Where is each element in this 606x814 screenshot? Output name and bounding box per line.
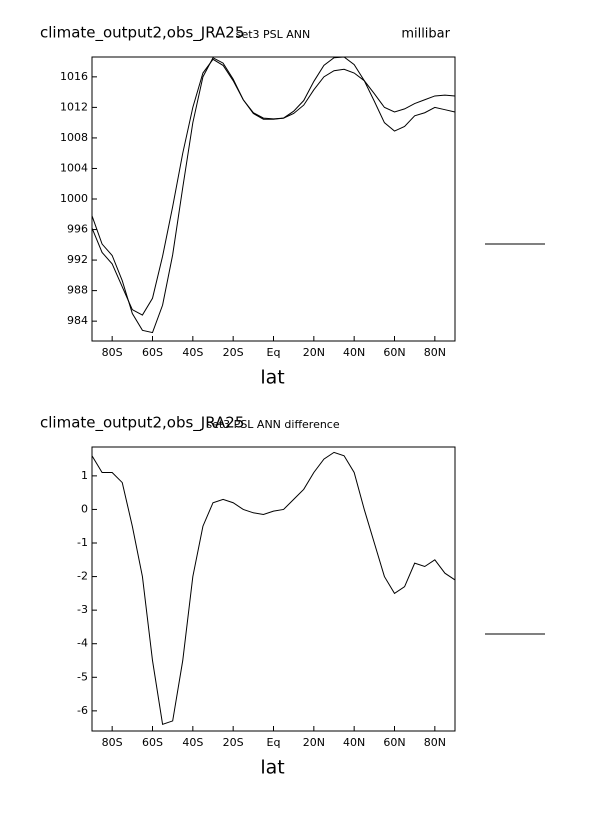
x-tick-label: 20S <box>223 736 244 749</box>
x-axis-label: lat <box>260 367 284 389</box>
y-tick-label: -5 <box>77 670 88 683</box>
x-tick-label: Eq <box>267 346 281 359</box>
x-tick-label: 20N <box>303 736 325 749</box>
y-tick-label: -1 <box>77 536 88 549</box>
x-tick-label: 80S <box>102 346 123 359</box>
x-tick-label: 40S <box>182 736 203 749</box>
y-tick-label: -4 <box>77 637 88 650</box>
y-tick-label: 988 <box>67 284 88 297</box>
y-tick-label: 1016 <box>60 70 88 83</box>
x-tick-label: 40S <box>182 346 203 359</box>
x-tick-label: 60N <box>383 346 405 359</box>
x-tick-label: 20N <box>303 346 325 359</box>
y-tick-label: 1004 <box>60 161 88 174</box>
x-tick-label: 60S <box>142 736 163 749</box>
y-tick-label: 1 <box>81 469 88 482</box>
x-tick-label: 80N <box>424 346 446 359</box>
y-tick-label: -2 <box>77 570 88 583</box>
data-line <box>91 56 456 334</box>
units-label: millibar <box>401 27 450 42</box>
data-line <box>91 58 456 316</box>
y-tick-label: 1008 <box>60 131 88 144</box>
y-tick-label: 996 <box>67 223 88 236</box>
chart-subtitle: set3 PSL ANN difference <box>206 418 339 431</box>
x-tick-label: 40N <box>343 736 365 749</box>
y-tick-label: 0 <box>81 502 88 515</box>
x-tick-label: 20S <box>223 346 244 359</box>
y-tick-label: -3 <box>77 603 88 616</box>
x-tick-label: Eq <box>267 736 281 749</box>
x-tick-label: 40N <box>343 346 365 359</box>
data-line <box>91 451 456 725</box>
plot-frame <box>91 56 456 342</box>
chart-subtitle: set3 PSL ANN <box>236 28 311 41</box>
x-axis-label: lat <box>260 757 284 779</box>
y-tick-label: 992 <box>67 253 88 266</box>
x-tick-label: 60N <box>383 736 405 749</box>
y-tick-label: -6 <box>77 704 88 717</box>
y-tick-label: 984 <box>67 314 88 327</box>
y-tick-label: 1000 <box>60 192 88 205</box>
x-tick-label: 80S <box>102 736 123 749</box>
chart-title: climate_output2,obs_JRA25 <box>40 414 244 433</box>
y-tick-label: 1012 <box>60 100 88 113</box>
x-tick-label: 60S <box>142 346 163 359</box>
x-tick-label: 80N <box>424 736 446 749</box>
chart-title: climate_output2,obs_JRA25 <box>40 24 244 43</box>
